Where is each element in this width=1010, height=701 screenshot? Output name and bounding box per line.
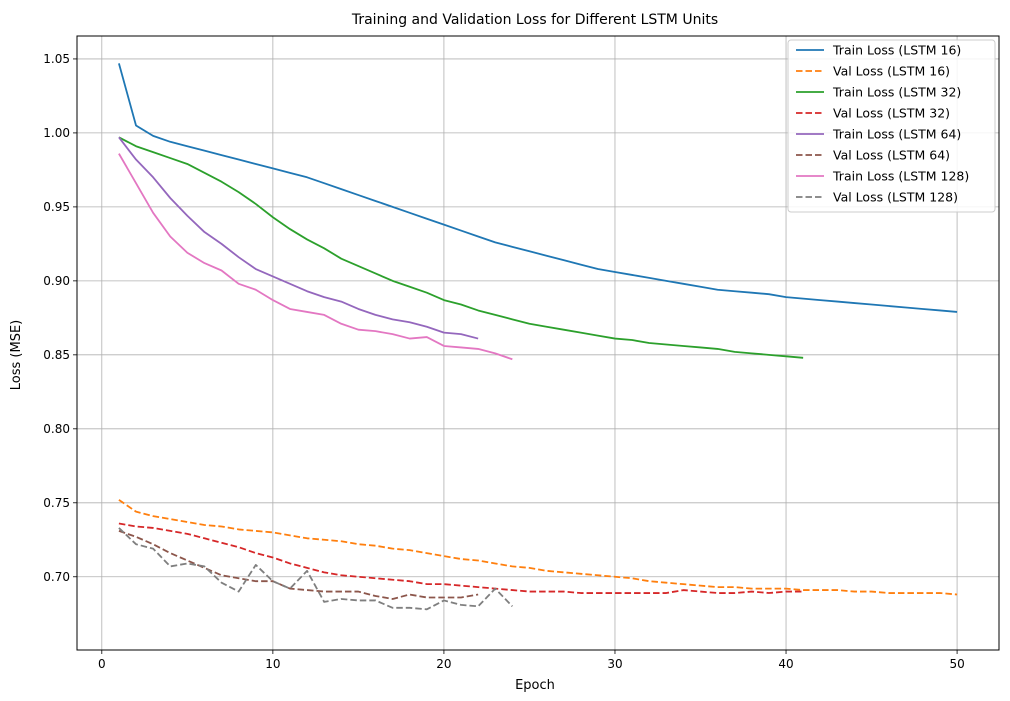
- series-lines: [118, 63, 958, 611]
- y-axis-ticks: 0.70 0.75 0.80 0.85 0.90 0.95 1.00 1.05: [43, 52, 77, 584]
- legend-label: Val Loss (LSTM 128): [833, 190, 958, 205]
- series-line-5: [118, 136, 479, 340]
- y-tick-label: 0.75: [43, 496, 70, 510]
- legend-label: Val Loss (LSTM 32): [833, 106, 950, 121]
- legend-box: [787, 39, 996, 213]
- legend: Train Loss (LSTM 16) Val Loss (LSTM 16) Tr…: [787, 39, 996, 213]
- y-tick-label: 0.85: [43, 348, 70, 362]
- series-line-6: [118, 530, 479, 600]
- y-tick-label: 0.90: [43, 274, 70, 288]
- x-tick-label: 50: [949, 657, 964, 671]
- series-line-2: [118, 499, 958, 596]
- x-axis-label: Epoch: [515, 678, 555, 693]
- series-line-3: [118, 136, 804, 359]
- y-tick-label: 0.95: [43, 200, 70, 214]
- chart-title: Training and Validation Loss for Differe…: [351, 12, 718, 28]
- legend-label: Train Loss (LSTM 64): [832, 127, 961, 142]
- x-tick-label: 0: [98, 657, 106, 671]
- x-tick-label: 40: [778, 657, 793, 671]
- legend-label: Val Loss (LSTM 16): [833, 64, 950, 79]
- x-tick-label: 20: [436, 657, 451, 671]
- plot-frame: [76, 35, 1000, 651]
- series-line-1: [118, 63, 958, 313]
- y-tick-label: 1.05: [43, 52, 70, 66]
- y-tick-label: 0.70: [43, 570, 70, 584]
- legend-label: Val Loss (LSTM 64): [833, 148, 950, 163]
- series-line-8: [118, 527, 513, 611]
- y-tick-label: 0.80: [43, 422, 70, 436]
- series-line-4: [118, 522, 804, 594]
- legend-label: Train Loss (LSTM 16): [832, 43, 961, 58]
- x-axis-ticks: 0 10 20 30 40 50: [98, 650, 965, 671]
- series-line-7: [118, 153, 513, 361]
- y-tick-label: 1.00: [43, 126, 70, 140]
- legend-label: Train Loss (LSTM 32): [832, 85, 961, 100]
- legend-label: Train Loss (LSTM 128): [832, 169, 969, 184]
- x-tick-label: 30: [607, 657, 622, 671]
- x-tick-label: 10: [265, 657, 280, 671]
- y-axis-label: Loss (MSE): [9, 320, 24, 390]
